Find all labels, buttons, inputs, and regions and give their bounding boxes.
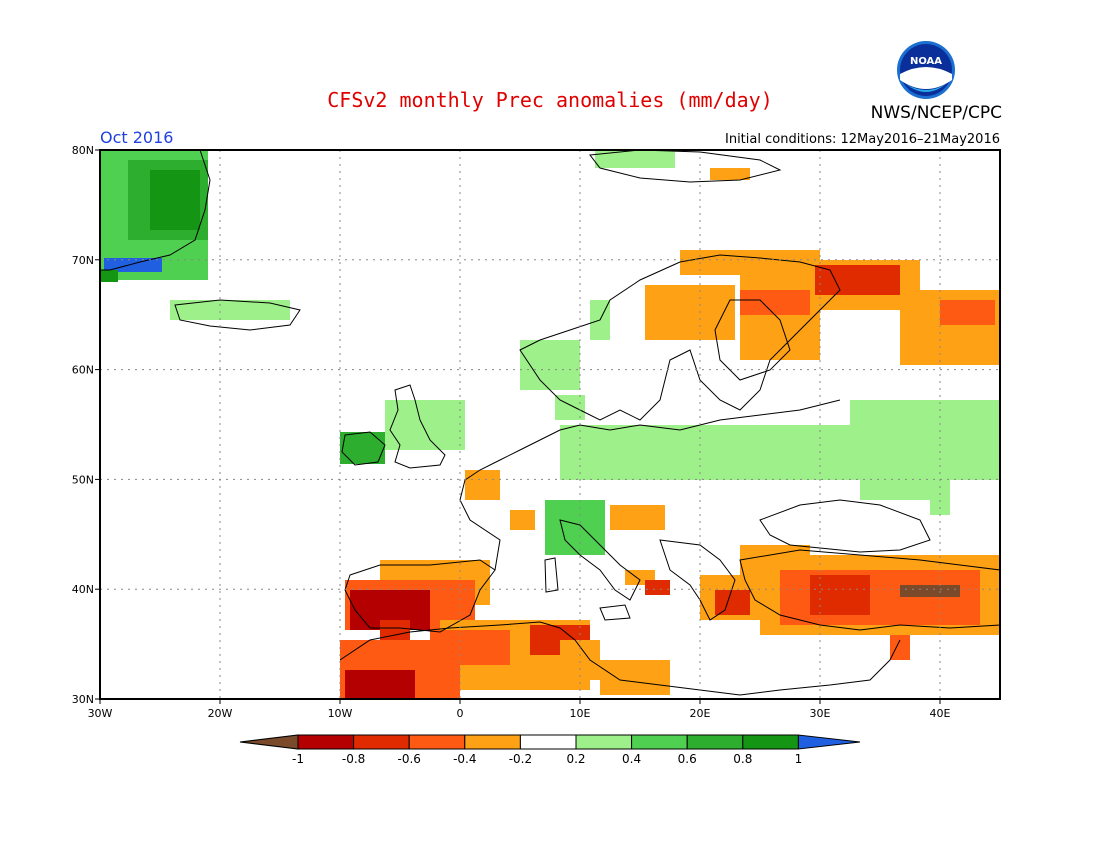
agency-label: NWS/NCEP/CPC: [870, 103, 1002, 123]
legend-swatch: [519, 734, 577, 750]
latitude-label: 30N: [72, 693, 94, 706]
coastline: [174, 299, 301, 331]
longitude-label: 20E: [690, 707, 711, 720]
anomaly-patch: [100, 270, 118, 282]
anomaly-fills: [100, 150, 1000, 699]
anomaly-patch: [645, 285, 735, 340]
anomaly-patch: [940, 300, 995, 325]
anomaly-patch: [340, 432, 385, 464]
legend-label: 0.6: [678, 752, 697, 766]
latitude-labels: 30N 40N 50N 60N 70N 80N: [72, 144, 100, 706]
anomaly-patch: [860, 625, 1000, 635]
coastline: [599, 604, 631, 621]
legend-label: -0.2: [509, 752, 532, 766]
legend-arrow-high: [797, 734, 861, 750]
longitude-label: 30W: [88, 707, 113, 720]
latitude-label: 70N: [72, 254, 94, 267]
coastline: [714, 299, 791, 381]
legend-swatch: [408, 734, 466, 750]
coastline: [519, 254, 841, 421]
coastline: [759, 499, 931, 553]
anomaly-patch: [104, 258, 162, 272]
legend-swatch: [464, 734, 521, 750]
coastline: [341, 431, 386, 466]
anomaly-patch: [900, 585, 960, 597]
coastline: [559, 519, 641, 601]
forecast-month: Oct 2016: [100, 128, 174, 147]
longitude-label: 0: [457, 707, 464, 720]
legend-swatch: [742, 734, 799, 750]
coastlines: [100, 149, 1001, 696]
anomaly-patch: [600, 660, 670, 695]
legend-label: 0.4: [622, 752, 641, 766]
coastline: [100, 149, 211, 271]
anomaly-patch: [930, 495, 950, 515]
longitude-labels: 30W 20W 10W 0 10E 20E 30E 40E: [88, 699, 951, 720]
longitude-label: 10E: [570, 707, 591, 720]
legend-swatch: [353, 734, 410, 750]
anomaly-patch: [150, 170, 200, 230]
anomaly-patch: [610, 505, 665, 530]
longitude-label: 30E: [810, 707, 831, 720]
legend-swatch: [297, 734, 355, 750]
legend-swatch: [686, 734, 744, 750]
latitude-label: 50N: [72, 473, 94, 486]
anomaly-patch: [510, 510, 535, 530]
anomaly-patch: [860, 480, 950, 500]
latitude-label: 80N: [72, 144, 94, 157]
logo-text: NOAA: [910, 56, 942, 67]
longitude-label: 40E: [930, 707, 951, 720]
latitude-label: 40N: [72, 583, 94, 596]
legend-label: 0.2: [566, 752, 585, 766]
legend-label: -0.8: [342, 752, 365, 766]
legend-label: -0.4: [453, 752, 476, 766]
coastline: [344, 559, 496, 633]
anomaly-patch: [810, 575, 870, 615]
coastline: [339, 621, 901, 696]
anomaly-patch: [545, 500, 605, 555]
latitude-label: 60N: [72, 364, 94, 377]
anomaly-patch: [555, 395, 585, 420]
coastline: [459, 399, 841, 571]
legend-arrow-low: [239, 734, 299, 750]
legend-label: 0.8: [733, 752, 752, 766]
legend-swatch: [575, 734, 633, 750]
anomaly-patch: [740, 290, 810, 315]
legend-label: -0.6: [397, 752, 420, 766]
longitude-label: 20W: [208, 707, 233, 720]
anomaly-patch: [710, 168, 750, 180]
anomaly-patch: [645, 580, 670, 595]
anomaly-patch: [595, 150, 675, 168]
anomaly-patch: [345, 670, 415, 699]
longitude-label: 10W: [328, 707, 353, 720]
legend-label: 1: [795, 752, 803, 766]
anomaly-patch: [380, 620, 410, 640]
anomaly-patch: [715, 590, 750, 615]
anomaly-patch: [170, 300, 290, 320]
map-frame: [99, 149, 1001, 700]
coastline: [659, 539, 736, 621]
coastline: [544, 557, 559, 593]
anomaly-patch: [890, 635, 910, 660]
anomaly-patch: [465, 470, 500, 500]
legend-swatch: [631, 734, 688, 750]
anomaly-patch: [850, 400, 1000, 480]
anomaly-patch: [560, 425, 860, 480]
initial-conditions-label: Initial conditions: 12May2016–21May2016: [725, 132, 1000, 147]
noaa-logo-icon: NOAA: [897, 41, 955, 99]
coastline: [739, 549, 1001, 631]
legend-label: -1: [292, 752, 304, 766]
coastline: [389, 384, 446, 469]
chart-title: CFSv2 monthly Prec anomalies (mm/day): [327, 88, 773, 112]
